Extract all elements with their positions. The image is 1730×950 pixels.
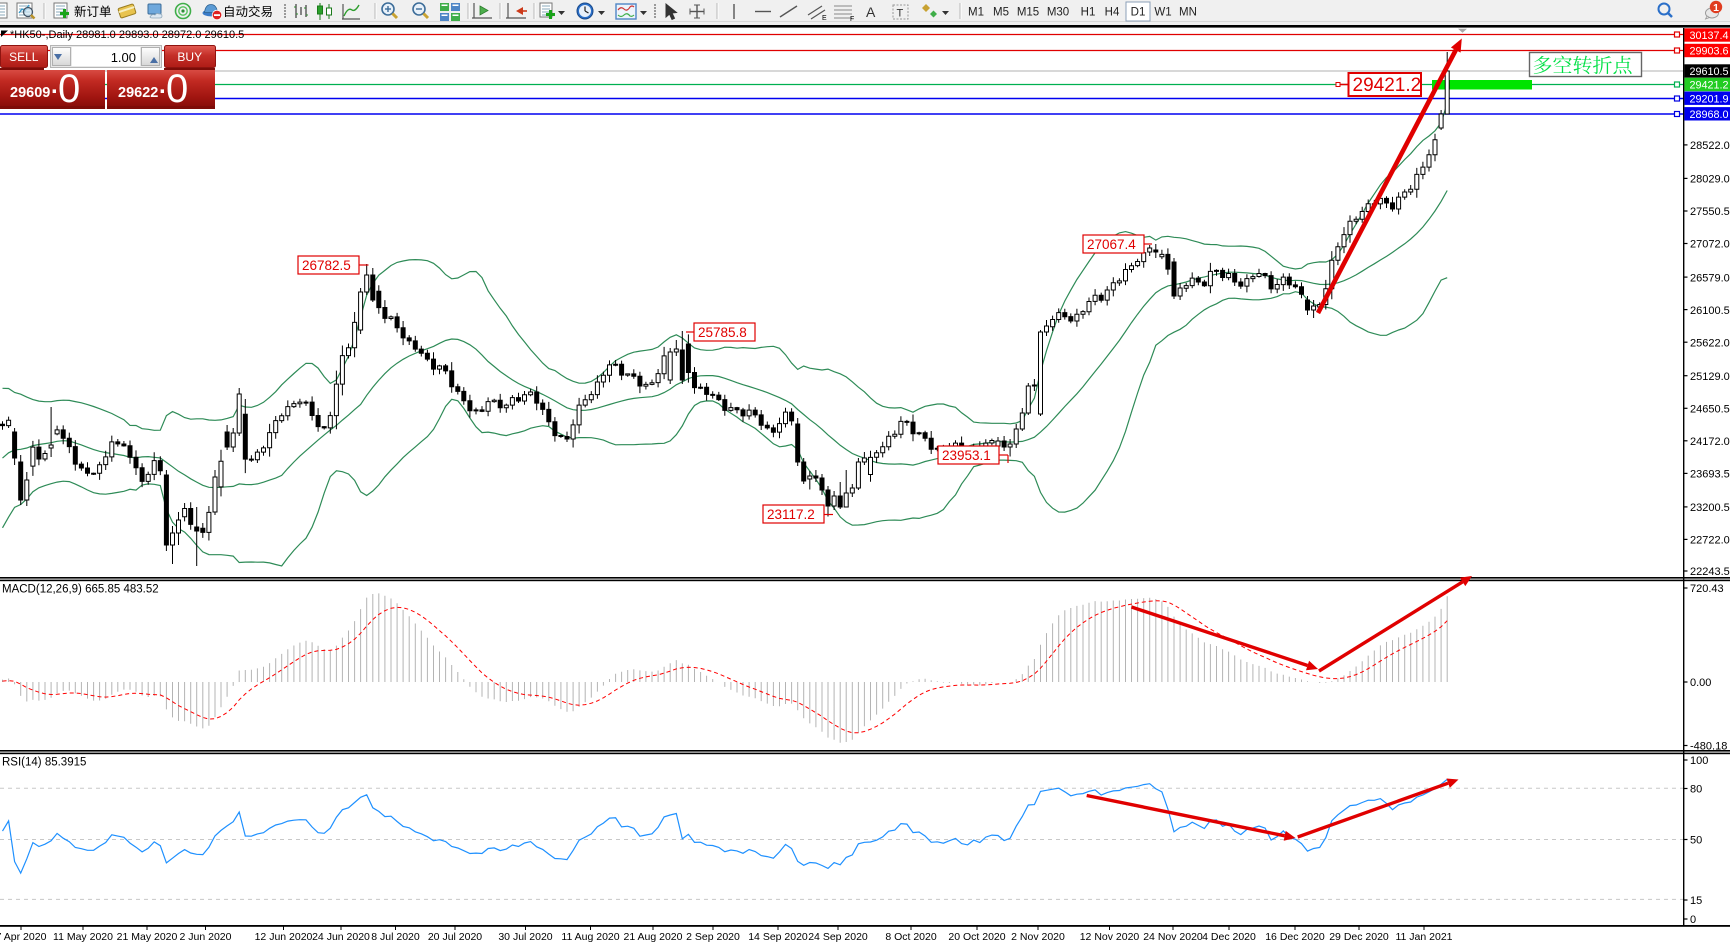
svg-text:100: 100 bbox=[1690, 755, 1708, 767]
svg-text:28522.0: 28522.0 bbox=[1690, 140, 1730, 152]
svg-text:15: 15 bbox=[1690, 895, 1702, 907]
svg-text:27550.5: 27550.5 bbox=[1690, 206, 1730, 218]
svg-text:2 Jun 2020: 2 Jun 2020 bbox=[180, 931, 232, 943]
svg-text:M1: M1 bbox=[968, 7, 984, 19]
svg-text:8 Oct 2020: 8 Oct 2020 bbox=[885, 931, 937, 943]
svg-text:27067.4: 27067.4 bbox=[1087, 237, 1136, 252]
svg-text:23200.5: 23200.5 bbox=[1690, 502, 1730, 514]
svg-text:H4: H4 bbox=[1105, 7, 1120, 19]
svg-text:7 Apr 2020: 7 Apr 2020 bbox=[0, 931, 47, 943]
svg-text:A: A bbox=[866, 4, 876, 20]
svg-text:M15: M15 bbox=[1017, 7, 1039, 19]
svg-text:11 May 2020: 11 May 2020 bbox=[53, 931, 113, 943]
svg-text:23117.2: 23117.2 bbox=[767, 507, 815, 522]
svg-text:12 Jun 2020: 12 Jun 2020 bbox=[255, 931, 313, 943]
svg-text:22722.0: 22722.0 bbox=[1690, 535, 1730, 547]
svg-text:8 Jul 2020: 8 Jul 2020 bbox=[371, 931, 420, 943]
svg-text:720.43: 720.43 bbox=[1690, 583, 1724, 595]
svg-text:23953.1: 23953.1 bbox=[942, 448, 991, 463]
svg-text:11 Jan 2021: 11 Jan 2021 bbox=[1395, 931, 1452, 943]
svg-text:25622.0: 25622.0 bbox=[1690, 337, 1730, 349]
svg-text:21 Aug 2020: 21 Aug 2020 bbox=[624, 931, 683, 943]
svg-text:29 Dec 2020: 29 Dec 2020 bbox=[1329, 931, 1389, 943]
svg-text:F: F bbox=[850, 16, 854, 23]
svg-text:*HK50-,Daily 28981.0 29893.0: *HK50-,Daily 28981.0 29893.0 28972.0 296… bbox=[10, 29, 244, 41]
svg-text:24 Jun 2020: 24 Jun 2020 bbox=[312, 931, 370, 943]
svg-text:26782.5: 26782.5 bbox=[302, 258, 351, 273]
svg-text:28029.0: 28029.0 bbox=[1690, 174, 1730, 186]
svg-text:23693.5: 23693.5 bbox=[1690, 469, 1730, 481]
svg-text:29421.2: 29421.2 bbox=[1353, 75, 1422, 96]
svg-text:28968.0: 28968.0 bbox=[1690, 109, 1729, 121]
svg-text:25129.0: 25129.0 bbox=[1690, 371, 1730, 383]
svg-text:30137.4: 30137.4 bbox=[1690, 30, 1729, 42]
svg-text:RSI(14) 85.3915: RSI(14) 85.3915 bbox=[2, 757, 86, 769]
svg-text:11 Aug 2020: 11 Aug 2020 bbox=[561, 931, 619, 943]
svg-text:24650.5: 24650.5 bbox=[1690, 404, 1730, 416]
svg-text:30 Jul 2020: 30 Jul 2020 bbox=[498, 931, 552, 943]
svg-text:80: 80 bbox=[1690, 784, 1702, 796]
svg-text:22243.5: 22243.5 bbox=[1690, 566, 1730, 578]
svg-text:0.00: 0.00 bbox=[1690, 677, 1711, 689]
svg-text:E: E bbox=[822, 15, 827, 22]
svg-text:24 Nov 2020: 24 Nov 2020 bbox=[1143, 931, 1203, 943]
svg-text:MACD(12,26,9) 665.85 483.52: MACD(12,26,9) 665.85 483.52 bbox=[2, 584, 159, 596]
svg-text:0: 0 bbox=[1690, 914, 1696, 926]
svg-text:4 Dec 2020: 4 Dec 2020 bbox=[1202, 931, 1256, 943]
svg-text:M30: M30 bbox=[1047, 7, 1069, 19]
svg-text:M5: M5 bbox=[993, 7, 1009, 19]
svg-text:21 May 2020: 21 May 2020 bbox=[117, 931, 178, 943]
svg-text:T: T bbox=[897, 8, 904, 20]
svg-text:14 Sep 2020: 14 Sep 2020 bbox=[748, 931, 808, 943]
svg-text:-480.18: -480.18 bbox=[1690, 741, 1727, 753]
svg-text:29421.2: 29421.2 bbox=[1690, 80, 1729, 92]
svg-text:2 Nov 2020: 2 Nov 2020 bbox=[1011, 931, 1065, 943]
svg-text:26100.5: 26100.5 bbox=[1690, 305, 1730, 317]
svg-text:12 Nov 2020: 12 Nov 2020 bbox=[1080, 931, 1140, 943]
svg-text:W1: W1 bbox=[1154, 7, 1171, 19]
svg-text:24172.0: 24172.0 bbox=[1690, 436, 1730, 448]
svg-text:D1: D1 bbox=[1131, 7, 1146, 19]
svg-text:20 Oct 2020: 20 Oct 2020 bbox=[948, 931, 1005, 943]
svg-text:H1: H1 bbox=[1081, 7, 1096, 19]
svg-text:25785.8: 25785.8 bbox=[698, 325, 747, 340]
svg-text:50: 50 bbox=[1690, 835, 1702, 847]
svg-text:29201.9: 29201.9 bbox=[1690, 93, 1729, 105]
svg-text:27072.0: 27072.0 bbox=[1690, 239, 1730, 251]
svg-text:16 Dec 2020: 16 Dec 2020 bbox=[1265, 931, 1325, 943]
svg-text:29903.6: 29903.6 bbox=[1690, 46, 1729, 58]
svg-text:MN: MN bbox=[1179, 7, 1197, 19]
svg-text:2 Sep 2020: 2 Sep 2020 bbox=[686, 931, 740, 943]
svg-text:29610.5: 29610.5 bbox=[1690, 66, 1729, 78]
svg-text:20 Jul 2020: 20 Jul 2020 bbox=[428, 931, 482, 943]
svg-text:24 Sep 2020: 24 Sep 2020 bbox=[808, 931, 868, 943]
svg-text:1: 1 bbox=[1713, 2, 1719, 14]
svg-text:26579.0: 26579.0 bbox=[1690, 272, 1730, 284]
